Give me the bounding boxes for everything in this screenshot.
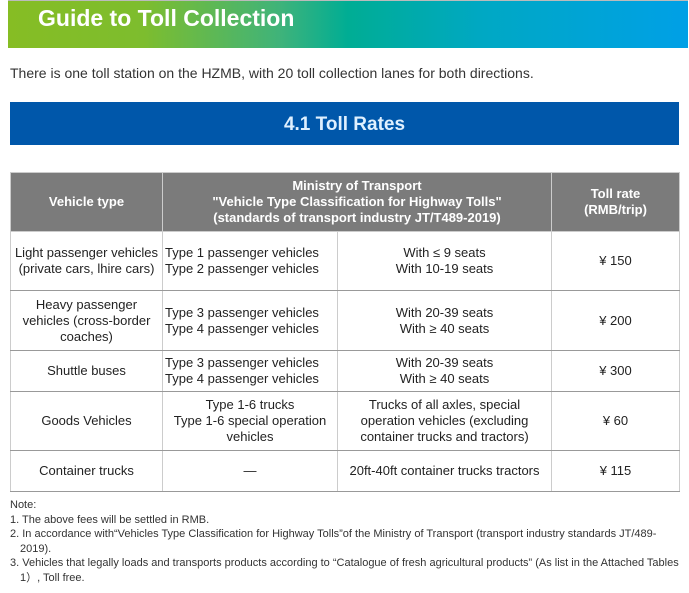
header-line: "Vehicle Type Classification for Highway… bbox=[212, 194, 502, 209]
classification-spec-cell: 20ft-40ft container trucks tractors bbox=[337, 450, 552, 492]
table-row: Light passenger vehicles (private cars, … bbox=[10, 231, 680, 291]
cell-line: Type 2 passenger vehicles bbox=[165, 261, 319, 276]
cell-line: ¥ 60 bbox=[602, 413, 629, 428]
intro-text: There is one toll station on the HZMB, w… bbox=[10, 65, 534, 81]
toll-rates-table: Vehicle type Ministry of Transport "Vehi… bbox=[10, 172, 680, 492]
section-title: 4.1 Toll Rates bbox=[10, 102, 679, 145]
header-line: (standards of transport industry JT/T489… bbox=[213, 210, 501, 225]
classification-spec-cell: With ≤ 9 seats With 10-19 seats bbox=[337, 231, 552, 291]
cell-line: Type 4 passenger vehicles bbox=[165, 371, 319, 386]
vehicle-type-cell: Goods Vehicles bbox=[10, 391, 163, 451]
vehicle-type-cell: Light passenger vehicles (private cars, … bbox=[10, 231, 163, 291]
note-item: 2. In accordance with“Vehicles Type Clas… bbox=[10, 528, 657, 555]
cell-line: ¥ 200 bbox=[599, 312, 632, 328]
guide-banner: Guide to Toll Collection bbox=[8, 0, 688, 48]
banner-title: Guide to Toll Collection bbox=[38, 5, 295, 31]
header-ministry: Ministry of Transport "Vehicle Type Clas… bbox=[162, 172, 552, 232]
notes: Note: 1. The above fees will be settled … bbox=[10, 498, 685, 585]
cell-line: With 20-39 seats bbox=[395, 355, 494, 370]
classification-type-cell: Type 3 passenger vehicles Type 4 passenge… bbox=[162, 350, 338, 392]
cell-line: With ≥ 40 seats bbox=[399, 320, 490, 336]
notes-label: Note: bbox=[10, 499, 37, 511]
cell-line: With 10-19 seats bbox=[395, 261, 494, 276]
table-row: Goods Vehicles Type 1-6 trucks Type 1-6 sp… bbox=[10, 391, 680, 451]
cell-line: Type 3 passenger vehicles bbox=[165, 304, 319, 320]
table-row: Shuttle buses Type 3 passenger vehicles Ty… bbox=[10, 350, 680, 392]
table-row: Container trucks — 20ft-40ft container tru… bbox=[10, 450, 680, 492]
toll-rate-cell: ¥ 60 bbox=[551, 391, 680, 451]
classification-type-cell: Type 1-6 trucks Type 1-6 special operatio… bbox=[162, 391, 338, 451]
cell-line: Type 1 passenger vehicles bbox=[165, 245, 319, 260]
cell-line: Heavy passenger vehicles (cross-border c… bbox=[22, 296, 151, 344]
classification-type-cell: Type 1 passenger vehicles Type 2 passenge… bbox=[162, 231, 338, 291]
toll-rate-cell: ¥ 200 bbox=[551, 290, 680, 351]
classification-type-cell: Type 3 passenger vehicles Type 4 passenge… bbox=[162, 290, 338, 351]
cell-line: Type 1-6 special operation vehicles bbox=[173, 413, 327, 444]
cell-line: With ≤ 9 seats bbox=[403, 245, 486, 260]
header-toll-rate: Toll rate (RMB/trip) bbox=[551, 172, 680, 232]
vehicle-type-cell: Shuttle buses bbox=[10, 350, 163, 392]
header-vehicle-type: Vehicle type bbox=[10, 172, 163, 232]
cell-line: ¥ 115 bbox=[599, 463, 632, 478]
vehicle-type-cell: Container trucks bbox=[10, 450, 163, 492]
classification-type-cell: — bbox=[162, 450, 338, 492]
toll-rate-cell: ¥ 300 bbox=[551, 350, 680, 392]
cell-line: 20ft-40ft container trucks tractors bbox=[349, 463, 540, 478]
cell-line: ¥ 300 bbox=[599, 363, 632, 378]
cell-line: Goods Vehicles bbox=[41, 413, 132, 428]
cell-line: ¥ 150 bbox=[599, 253, 632, 268]
toll-rate-cell: ¥ 115 bbox=[551, 450, 680, 492]
header-line: Toll rate bbox=[590, 186, 641, 201]
note-item: 3. Vehicles that legally loads and trans… bbox=[10, 557, 679, 584]
header-line: (RMB/trip) bbox=[584, 202, 647, 217]
header-line: Ministry of Transport bbox=[292, 178, 422, 193]
toll-rate-cell: ¥ 150 bbox=[551, 231, 680, 291]
note-item: 1. The above fees will be settled in RMB… bbox=[10, 513, 210, 526]
cell-line: With 20-39 seats bbox=[395, 304, 494, 320]
cell-line: Type 3 passenger vehicles bbox=[165, 355, 319, 370]
cell-line: Type 4 passenger vehicles bbox=[165, 320, 319, 336]
classification-spec-cell: Trucks of all axles, special operation v… bbox=[337, 391, 552, 451]
cell-line: Type 1-6 trucks bbox=[205, 397, 295, 412]
cell-line: Shuttle buses bbox=[47, 363, 126, 378]
cell-line: Light passenger vehicles (private cars, … bbox=[14, 245, 159, 276]
classification-spec-cell: With 20-39 seats With ≥ 40 seats bbox=[337, 290, 552, 351]
cell-line: Trucks of all axles, special operation v… bbox=[360, 397, 529, 444]
cell-line: Container trucks bbox=[39, 463, 134, 478]
cell-line: — bbox=[243, 463, 257, 478]
vehicle-type-cell: Heavy passenger vehicles (cross-border c… bbox=[10, 290, 163, 351]
classification-spec-cell: With 20-39 seats With ≥ 40 seats bbox=[337, 350, 552, 392]
cell-line: With ≥ 40 seats bbox=[399, 371, 490, 386]
table-row: Heavy passenger vehicles (cross-border c… bbox=[10, 290, 680, 351]
